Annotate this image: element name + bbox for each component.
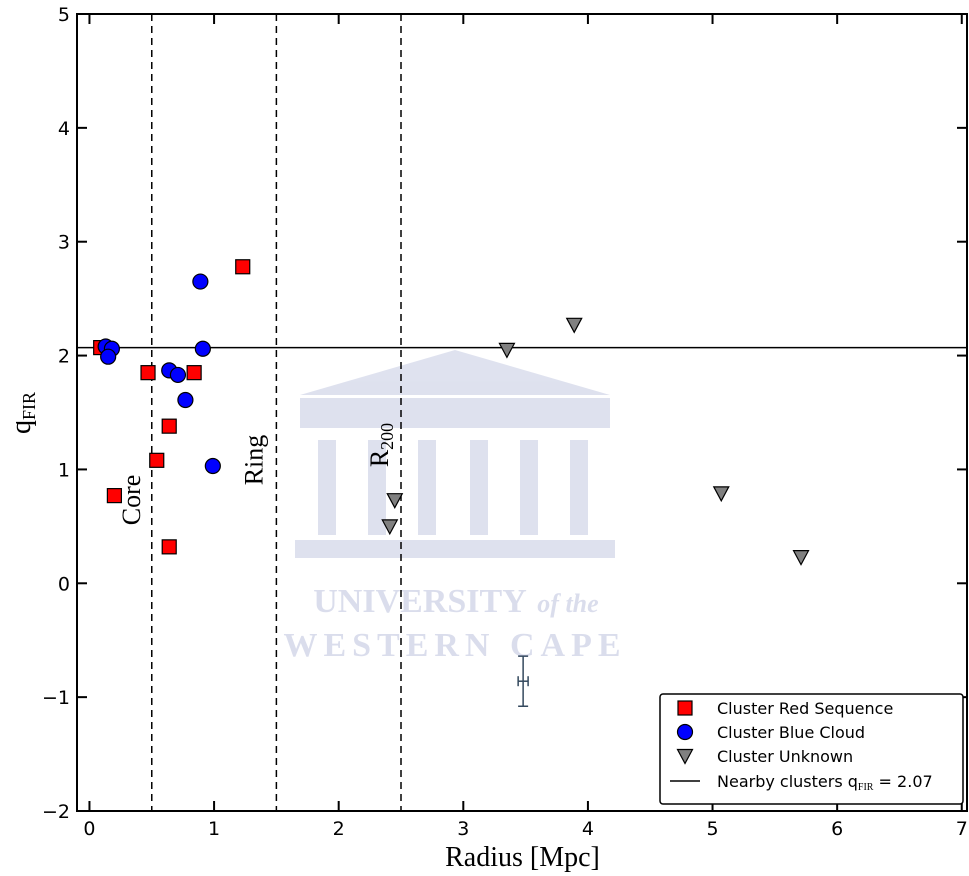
y-tick-label: 4 [58,118,70,140]
y-tick-label: 3 [58,232,70,254]
marker-circle [194,340,211,357]
watermark-roof [300,350,610,395]
marker-triangle [712,486,730,503]
legend-marker [676,748,694,765]
marker-square [186,365,202,381]
x-tick-label: 6 [831,818,843,840]
region-label-sub: 200 [377,423,397,450]
x-tick-label: 4 [582,818,594,840]
y-tick-label: 5 [58,4,70,26]
watermark-base [295,540,615,558]
marker-circle [169,366,187,384]
legend-label: Cluster Blue Cloud [717,723,865,742]
region-label-main: R [365,449,394,467]
marker-square [161,539,177,555]
marker-triangle [792,549,810,566]
x-axis-label: Radius [Mpc] [445,842,600,873]
legend-label-main: Nearby clusters q [717,772,858,791]
marker-square [161,418,177,434]
watermark-text: WESTERN CAPE [283,627,626,664]
x-tick-label: 1 [208,818,220,840]
legend-label-tail: = 2.07 [873,772,932,791]
legend-box [659,693,964,805]
y-tick-label: −1 [42,687,70,709]
marker-triangle [386,493,404,509]
legend-label-sub: FIR [858,782,874,793]
marker-square [235,259,251,275]
legend-marker [677,700,693,716]
y-tick-label: 2 [58,346,70,368]
watermark-text: UNIVERSITY [313,583,527,620]
watermark-text: of the [537,589,598,618]
watermark-frieze [300,398,610,428]
legend-label: Nearby clusters qFIR = 2.07 [717,772,933,793]
marker-circle [100,348,117,365]
x-tick-label: 5 [706,818,718,840]
marker-square [106,488,122,504]
marker-circle [192,273,209,290]
y-tick-label: −2 [42,801,70,823]
marker-square [149,452,165,468]
x-tick-label: 3 [457,818,469,840]
region-label: R200 [365,423,397,467]
y-tick-label: 0 [58,573,70,595]
region-label: Ring [239,435,268,486]
marker-square [140,365,156,381]
x-tick-label: 0 [83,818,95,840]
y-tick-label: 1 [58,459,70,481]
y-axis-label: qFIR [6,392,39,434]
y-axis-label-main: q [6,420,37,434]
marker-circle [177,391,194,409]
y-axis-label-sub: FIR [19,392,39,420]
legend-label: Cluster Unknown [717,747,853,766]
watermark-columns [318,440,588,535]
marker-circle [204,457,221,475]
watermark [295,350,615,558]
legend-label: Cluster Red Sequence [717,699,893,718]
x-tick-label: 7 [956,818,968,840]
plot-frame [76,13,968,812]
legend-marker [676,723,694,741]
marker-triangle [498,342,516,359]
marker-triangle [565,317,583,334]
region-label-main: Ring [239,435,268,486]
x-tick-label: 2 [333,818,345,840]
marker-triangle [381,519,399,536]
